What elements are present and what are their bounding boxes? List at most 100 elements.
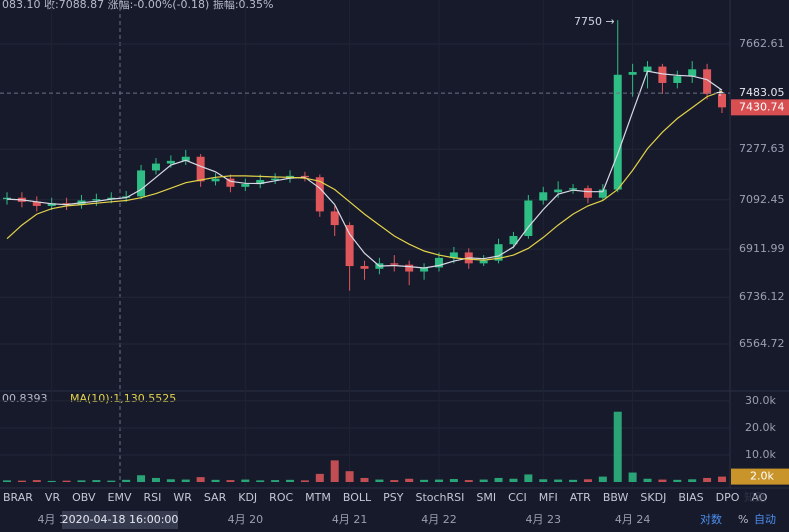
candle-body [494, 244, 503, 261]
indicator-tab[interactable]: ROC [269, 491, 293, 504]
indicator-tab[interactable]: PSY [383, 491, 404, 504]
volume-bar [256, 480, 265, 482]
candle-body [3, 197, 11, 200]
y-tick-label: 7662.61 [739, 37, 785, 50]
moving-average [6, 70, 723, 269]
candle-body [360, 266, 369, 269]
volume-bar [77, 480, 86, 482]
x-tick-label: 4月 1 [37, 513, 66, 526]
crosshair-time-label: 2020-04-18 16:00:00 [62, 513, 179, 526]
candle-body [539, 192, 548, 201]
volume-bar [181, 479, 190, 482]
candle-body [211, 178, 220, 182]
candle-body [420, 267, 429, 272]
crosshair-time-box [62, 511, 178, 529]
marks [3, 20, 726, 482]
indicator-tab[interactable]: StochRSI [415, 491, 464, 504]
x-tick-label: 4月 21 [332, 513, 368, 526]
candle-body [479, 260, 488, 264]
volume-bar [390, 480, 399, 482]
ohlc-info: 083.10 收:7088.87 涨幅:-0.00%(-0.18) 振幅:0.3… [2, 0, 274, 11]
volume-bar [271, 480, 280, 482]
volume-bar [330, 460, 339, 482]
candle-body [598, 189, 607, 198]
crosshair-plus: + [715, 86, 724, 99]
indicator-tab[interactable]: KDJ [238, 491, 257, 504]
overlay: 7662.61 7277.63 7092.45 6911.99 6736.12 6564.… [0, 15, 789, 529]
y-tick-label: 7092.45 [739, 193, 785, 206]
candle-body [703, 69, 712, 94]
volume-bar [405, 478, 414, 482]
volume-ma-label: MA(10):1,130.5525 [70, 392, 176, 405]
candle-body [300, 175, 309, 178]
volume-bar [479, 479, 488, 482]
indicator-tab[interactable]: RSI [143, 491, 161, 504]
candle-body [137, 170, 146, 197]
volume-bar [137, 475, 146, 482]
moving-average [6, 90, 723, 261]
last-price-box [731, 99, 789, 116]
indicator-tab[interactable]: OBV [72, 491, 96, 504]
y-tick-label: 6736.12 [739, 290, 785, 303]
volume-bar [420, 479, 429, 482]
volume-bar [47, 480, 56, 482]
volume-bar [554, 479, 563, 482]
volume-bar [464, 480, 473, 482]
indicator-tab[interactable]: MFI [539, 491, 558, 504]
volume-bar [449, 479, 458, 482]
indicator-tab[interactable]: EMV [108, 491, 132, 504]
volume-bar [688, 479, 697, 482]
indicator-tab[interactable]: DPO [716, 491, 740, 504]
volume-tick-label: 30.0k [745, 394, 776, 407]
volume-bar [598, 476, 607, 482]
indicator-tab[interactable]: WR [173, 491, 192, 504]
volume-bar [300, 480, 309, 482]
x-tick-label: 4月 22 [421, 513, 457, 526]
indicator-tab[interactable]: MTM [305, 491, 331, 504]
volume-tick-label: 20.0k [745, 421, 776, 434]
volume-bar [211, 479, 220, 482]
volume-bar [107, 480, 116, 482]
indicator-tab[interactable]: SAR [204, 491, 227, 504]
x-tick-label: 4月 24 [615, 513, 651, 526]
indicator-tab[interactable]: CCI [508, 491, 527, 504]
scale-option[interactable]: % [738, 513, 748, 526]
indicator-tab[interactable]: ATR [570, 491, 591, 504]
indicator-tab[interactable]: BIAS [678, 491, 703, 504]
candle-body [569, 188, 578, 190]
candle-body [151, 163, 160, 171]
scale-option[interactable]: 自动 [754, 513, 776, 526]
last-price-label: 7430.74 [739, 100, 785, 113]
candle-body [643, 66, 652, 73]
candle-body [32, 201, 41, 206]
candle-body [405, 264, 414, 272]
volume-bar [241, 479, 250, 482]
volume-bar [345, 471, 354, 482]
indicator-tab[interactable]: BBW [603, 491, 629, 504]
candle-body [628, 72, 637, 75]
candle-body [673, 76, 682, 83]
volume-bar [628, 472, 637, 482]
candle-body [181, 156, 190, 161]
candle-body [196, 156, 205, 182]
candle-body [256, 179, 265, 185]
candle-body [166, 160, 175, 164]
volume-bar [718, 476, 726, 482]
indicator-tab[interactable]: BRAR [3, 491, 33, 504]
grid [0, 0, 730, 488]
x-tick-label: 4月 23 [526, 513, 562, 526]
indicator-tab[interactable]: BOLL [343, 491, 372, 504]
indicator-tab[interactable]: VR [45, 491, 61, 504]
scale-option[interactable]: 对数 [700, 512, 722, 526]
volume-tick-label: 10.0k [745, 448, 776, 461]
volume-bar [3, 480, 11, 482]
volume-bar [494, 477, 503, 482]
volume-bar [286, 479, 295, 482]
candle-body [47, 203, 56, 206]
candle-body [271, 178, 280, 180]
indicator-tab[interactable]: SMI [476, 491, 496, 504]
volume-bar [166, 479, 175, 482]
indicator-tab[interactable]: AO [751, 491, 767, 504]
indicator-tab[interactable]: SKDJ [640, 491, 666, 504]
volume-bar [315, 473, 324, 482]
